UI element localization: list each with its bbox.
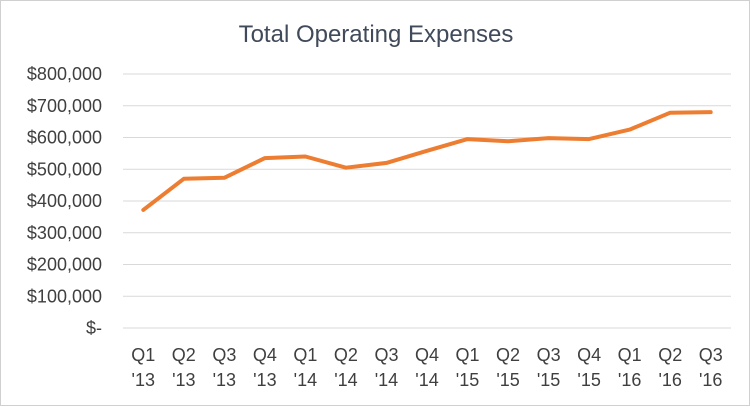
x-tick-year: '15 — [456, 370, 479, 390]
x-tick-quarter: Q4 — [577, 345, 601, 365]
x-tick-year: '13 — [172, 370, 195, 390]
x-tick-quarter: Q2 — [496, 345, 520, 365]
x-tick-label: Q4'14 — [415, 345, 439, 390]
x-tick-label: Q3'16 — [699, 345, 723, 390]
data-point — [303, 155, 307, 159]
x-tick-label: Q1'15 — [456, 345, 480, 390]
x-tick-year: '16 — [699, 370, 722, 390]
x-tick-quarter: Q4 — [415, 345, 439, 365]
series-line — [141, 110, 713, 212]
x-tick-year: '15 — [537, 370, 560, 390]
data-point — [547, 136, 551, 140]
data-point — [222, 176, 226, 180]
y-tick-label: $500,000 — [27, 159, 102, 179]
x-tick-quarter: Q3 — [699, 345, 723, 365]
x-tick-year: '16 — [618, 370, 641, 390]
x-tick-year: '13 — [253, 370, 276, 390]
series-layer — [141, 110, 713, 212]
y-tick-label: $400,000 — [27, 191, 102, 211]
x-tick-year: '15 — [496, 370, 519, 390]
gridlines — [123, 73, 731, 329]
data-point — [425, 149, 429, 153]
data-point — [587, 137, 591, 141]
data-point — [709, 110, 713, 114]
x-tick-label: Q3'15 — [537, 345, 561, 390]
y-tick-label: $200,000 — [27, 255, 102, 275]
data-point — [506, 139, 510, 143]
x-tick-label: Q4'13 — [253, 345, 277, 390]
x-tick-label: Q1'13 — [131, 345, 155, 390]
y-tick-label: $600,000 — [27, 128, 102, 148]
x-axis-tick-labels: Q1'13Q2'13Q3'13Q4'13Q1'14Q2'14Q3'14Q4'14… — [131, 345, 722, 390]
x-tick-quarter: Q1 — [618, 345, 642, 365]
x-tick-label: Q1'16 — [618, 345, 642, 390]
x-tick-quarter: Q3 — [537, 345, 561, 365]
y-tick-label: $- — [86, 318, 102, 338]
x-tick-year: '14 — [334, 370, 357, 390]
x-tick-quarter: Q2 — [658, 345, 682, 365]
x-tick-year: '14 — [415, 370, 438, 390]
x-tick-label: Q2'14 — [334, 345, 358, 390]
x-tick-year: '13 — [132, 370, 155, 390]
x-tick-year: '13 — [213, 370, 236, 390]
x-tick-quarter: Q4 — [253, 345, 277, 365]
x-tick-year: '16 — [658, 370, 681, 390]
x-tick-quarter: Q3 — [374, 345, 398, 365]
x-tick-label: Q1'14 — [293, 345, 317, 390]
x-tick-quarter: Q3 — [212, 345, 236, 365]
x-tick-label: Q4'15 — [577, 345, 601, 390]
x-tick-year: '14 — [294, 370, 317, 390]
data-point — [263, 156, 267, 160]
y-tick-label: $700,000 — [27, 96, 102, 116]
x-tick-year: '14 — [375, 370, 398, 390]
x-tick-label: Q2'13 — [172, 345, 196, 390]
x-tick-year: '15 — [577, 370, 600, 390]
x-tick-quarter: Q1 — [456, 345, 480, 365]
y-tick-label: $300,000 — [27, 223, 102, 243]
data-point — [182, 177, 186, 181]
chart-title: Total Operating Expenses — [239, 21, 514, 48]
data-point — [628, 128, 632, 132]
data-point — [141, 208, 145, 212]
x-tick-label: Q2'16 — [658, 345, 682, 390]
x-tick-label: Q3'14 — [374, 345, 398, 390]
y-tick-label: $800,000 — [27, 64, 102, 84]
x-tick-quarter: Q1 — [131, 345, 155, 365]
x-tick-quarter: Q2 — [172, 345, 196, 365]
x-tick-label: Q3'13 — [212, 345, 236, 390]
x-tick-quarter: Q2 — [334, 345, 358, 365]
y-axis-tick-labels: $- $100,000 $200,000 $300,000 $400,000 $500,0… — [27, 64, 102, 338]
x-tick-quarter: Q1 — [293, 345, 317, 365]
x-tick-label: Q2'15 — [496, 345, 520, 390]
data-point — [384, 161, 388, 165]
y-tick-label: $100,000 — [27, 286, 102, 306]
data-point — [344, 166, 348, 170]
data-point — [668, 111, 672, 115]
data-point — [466, 137, 470, 141]
